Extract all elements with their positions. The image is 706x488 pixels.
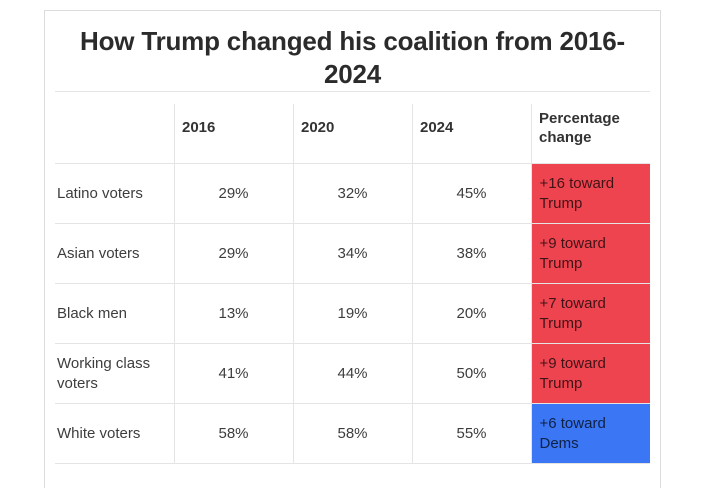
table-row-working-class-voters: Working class voters 41% 44% 50% +9 towa… <box>55 343 650 404</box>
row-label: White voters <box>55 403 174 464</box>
row-label: Asian voters <box>55 223 174 284</box>
value-2024: 45% <box>411 163 531 224</box>
coalition-table: 2016 2020 2024 Percentage change Latino … <box>55 92 650 464</box>
value-2016: 41% <box>173 343 293 404</box>
change-cell: +7 toward Trump <box>530 283 650 344</box>
value-2020: 44% <box>292 343 412 404</box>
value-2016: 29% <box>173 223 293 284</box>
value-2024: 50% <box>411 343 531 404</box>
change-cell: +9 toward Trump <box>530 343 650 404</box>
table-header: 2016 2020 2024 Percentage change <box>55 92 650 164</box>
coalition-card: How Trump changed his coalition from 201… <box>44 10 661 488</box>
page-title: How Trump changed his coalition from 201… <box>55 25 650 92</box>
value-2020: 34% <box>292 223 412 284</box>
column-header-2024: 2024 <box>412 92 531 164</box>
change-cell: +16 toward Trump <box>530 163 650 224</box>
column-header-percentage-change: Percentage change <box>531 92 650 164</box>
header-row: 2016 2020 2024 Percentage change <box>55 92 650 164</box>
row-label: Latino voters <box>55 163 174 224</box>
value-2024: 55% <box>411 403 531 464</box>
change-cell: +6 toward Dems <box>530 403 650 464</box>
value-2020: 32% <box>292 163 412 224</box>
table-body: Latino voters 29% 32% 45% +16 toward Tru… <box>55 163 650 464</box>
value-2020: 19% <box>292 283 412 344</box>
table-row-black-men: Black men 13% 19% 20% +7 toward Trump <box>55 283 650 344</box>
value-2016: 58% <box>173 403 293 464</box>
value-2016: 29% <box>173 163 293 224</box>
column-header-2020: 2020 <box>293 92 412 164</box>
table-row-latino-voters: Latino voters 29% 32% 45% +16 toward Tru… <box>55 163 650 224</box>
change-cell: +9 toward Trump <box>530 223 650 284</box>
value-2016: 13% <box>173 283 293 344</box>
value-2024: 38% <box>411 223 531 284</box>
column-header-blank <box>55 92 174 164</box>
row-label: Working class voters <box>55 343 174 404</box>
value-2020: 58% <box>292 403 412 464</box>
table-row-asian-voters: Asian voters 29% 34% 38% +9 toward Trump <box>55 223 650 284</box>
table-row-white-voters: White voters 58% 58% 55% +6 toward Dems <box>55 403 650 464</box>
column-header-2016: 2016 <box>174 92 293 164</box>
row-label: Black men <box>55 283 174 344</box>
value-2024: 20% <box>411 283 531 344</box>
